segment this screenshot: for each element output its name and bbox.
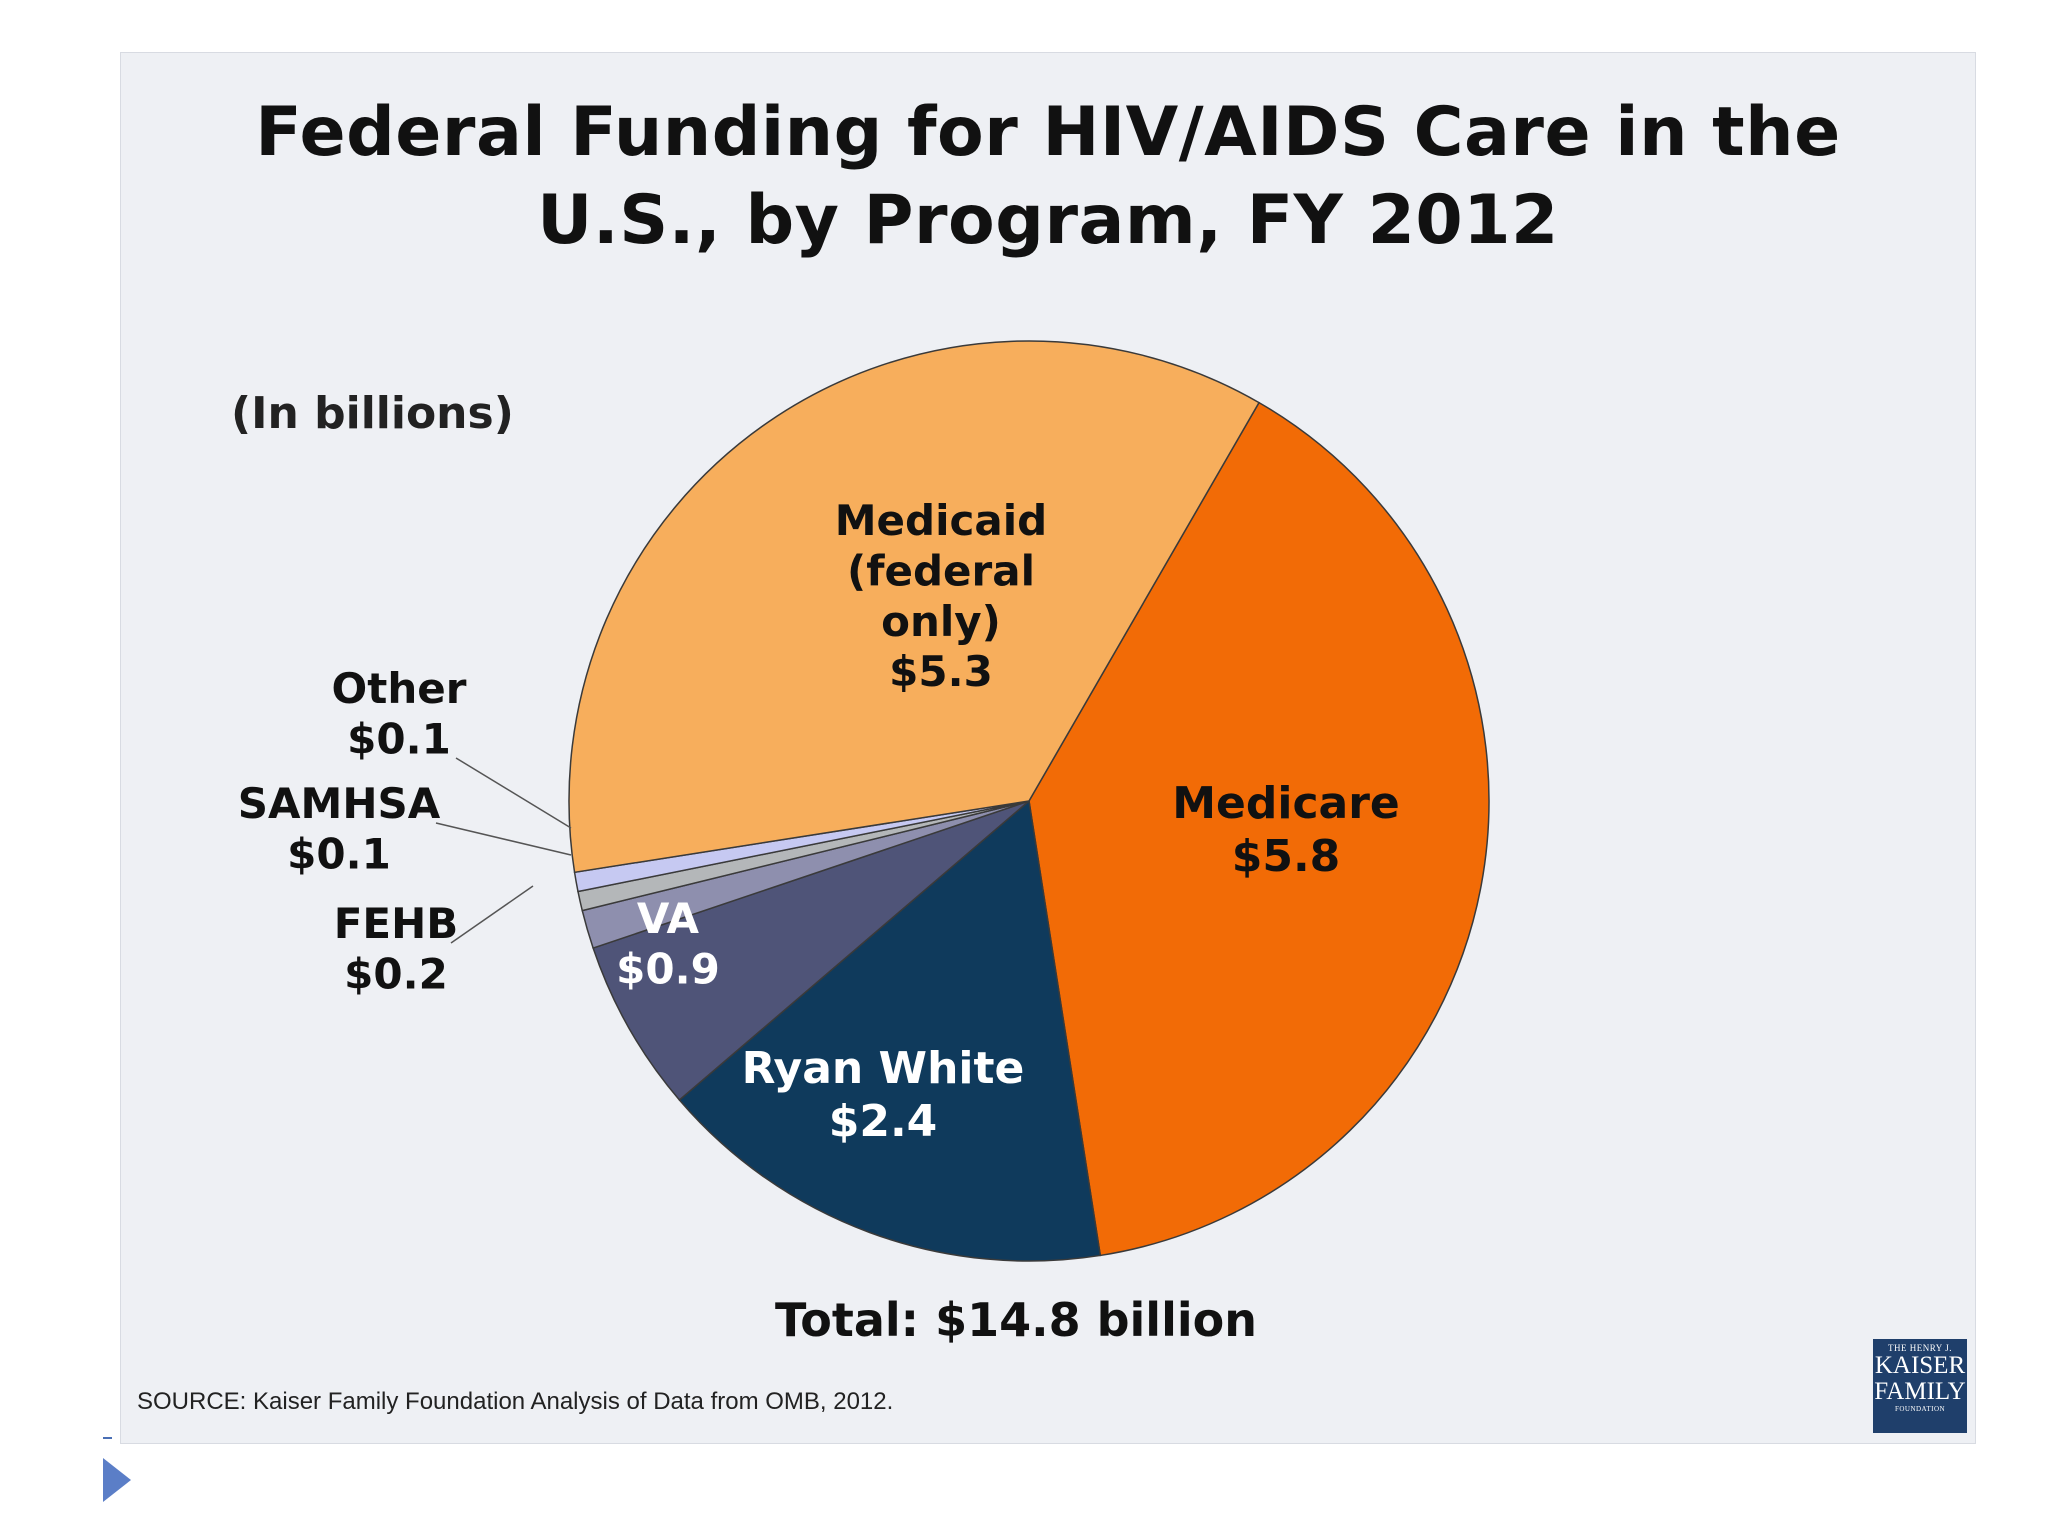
- slice-name-medicare: Medicare: [1172, 778, 1400, 829]
- bullet-dash: [103, 1437, 112, 1439]
- bullet-arrow-icon: [103, 1458, 131, 1502]
- chart-title-line-2: U.S., by Program, FY 2012: [537, 181, 1559, 260]
- chart-title-line-1: Federal Funding for HIV/AIDS Care in the: [255, 93, 1841, 172]
- slice-label-samhsa: SAMHSA$0.1: [238, 779, 441, 878]
- source-note: SOURCE: Kaiser Family Foundation Analysi…: [137, 1388, 894, 1415]
- slice-name-medicaid: Medicaid: [835, 496, 1047, 545]
- logo-line-1: THE HENRY J.: [1888, 1343, 1952, 1353]
- slice-name-medicaid: only): [881, 597, 1001, 646]
- total-label: Total: $14.8 billion: [775, 1293, 1257, 1347]
- slice-value-ryan-white: $2.4: [829, 1096, 938, 1147]
- slice-value-other: $0.1: [347, 714, 451, 763]
- slice-name-fehb: FEHB: [334, 899, 459, 948]
- slice-value-samhsa: $0.1: [287, 829, 391, 878]
- leader-line-fehb: [450, 885, 534, 944]
- slice-value-medicare: $5.8: [1232, 831, 1341, 882]
- pie-slice-medicaid: [568, 340, 1261, 874]
- kaiser-family-foundation-logo: THE HENRY J. KAISER FAMILY FOUNDATION: [1873, 1339, 1967, 1433]
- slice-label-va: VA$0.9: [616, 894, 720, 993]
- slice-value-fehb: $0.2: [344, 949, 448, 998]
- logo-line-2: KAISER: [1874, 1352, 1966, 1379]
- slice-name-ryan-white: Ryan White: [742, 1043, 1025, 1094]
- slide: Federal Funding for HIV/AIDS Care in the…: [120, 52, 1976, 1444]
- logo-line-4: FOUNDATION: [1894, 1405, 1946, 1413]
- slice-value-medicaid: $5.3: [889, 647, 993, 696]
- slice-name-samhsa: SAMHSA: [238, 779, 441, 828]
- slice-label-fehb: FEHB$0.2: [334, 899, 459, 998]
- slice-name-other: Other: [332, 664, 467, 713]
- pie-slice-va: [592, 800, 1030, 1102]
- slice-label-other: Other$0.1: [332, 664, 467, 763]
- leader-line-other: [455, 757, 572, 829]
- slice-value-va: $0.9: [616, 944, 720, 993]
- units-label: (In billions): [231, 388, 514, 439]
- pie-slice-ryan-white: [678, 799, 1102, 1262]
- slice-label-ryan-white: Ryan White$2.4: [742, 1043, 1025, 1147]
- slice-name-medicaid: (federal: [847, 546, 1035, 595]
- slice-label-medicare: Medicare$5.8: [1172, 778, 1400, 882]
- logo-line-3: FAMILY: [1874, 1378, 1966, 1405]
- slice-name-va: VA: [637, 894, 700, 943]
- leader-line-samhsa: [435, 822, 572, 856]
- pie-slice-medicare: [1028, 401, 1490, 1257]
